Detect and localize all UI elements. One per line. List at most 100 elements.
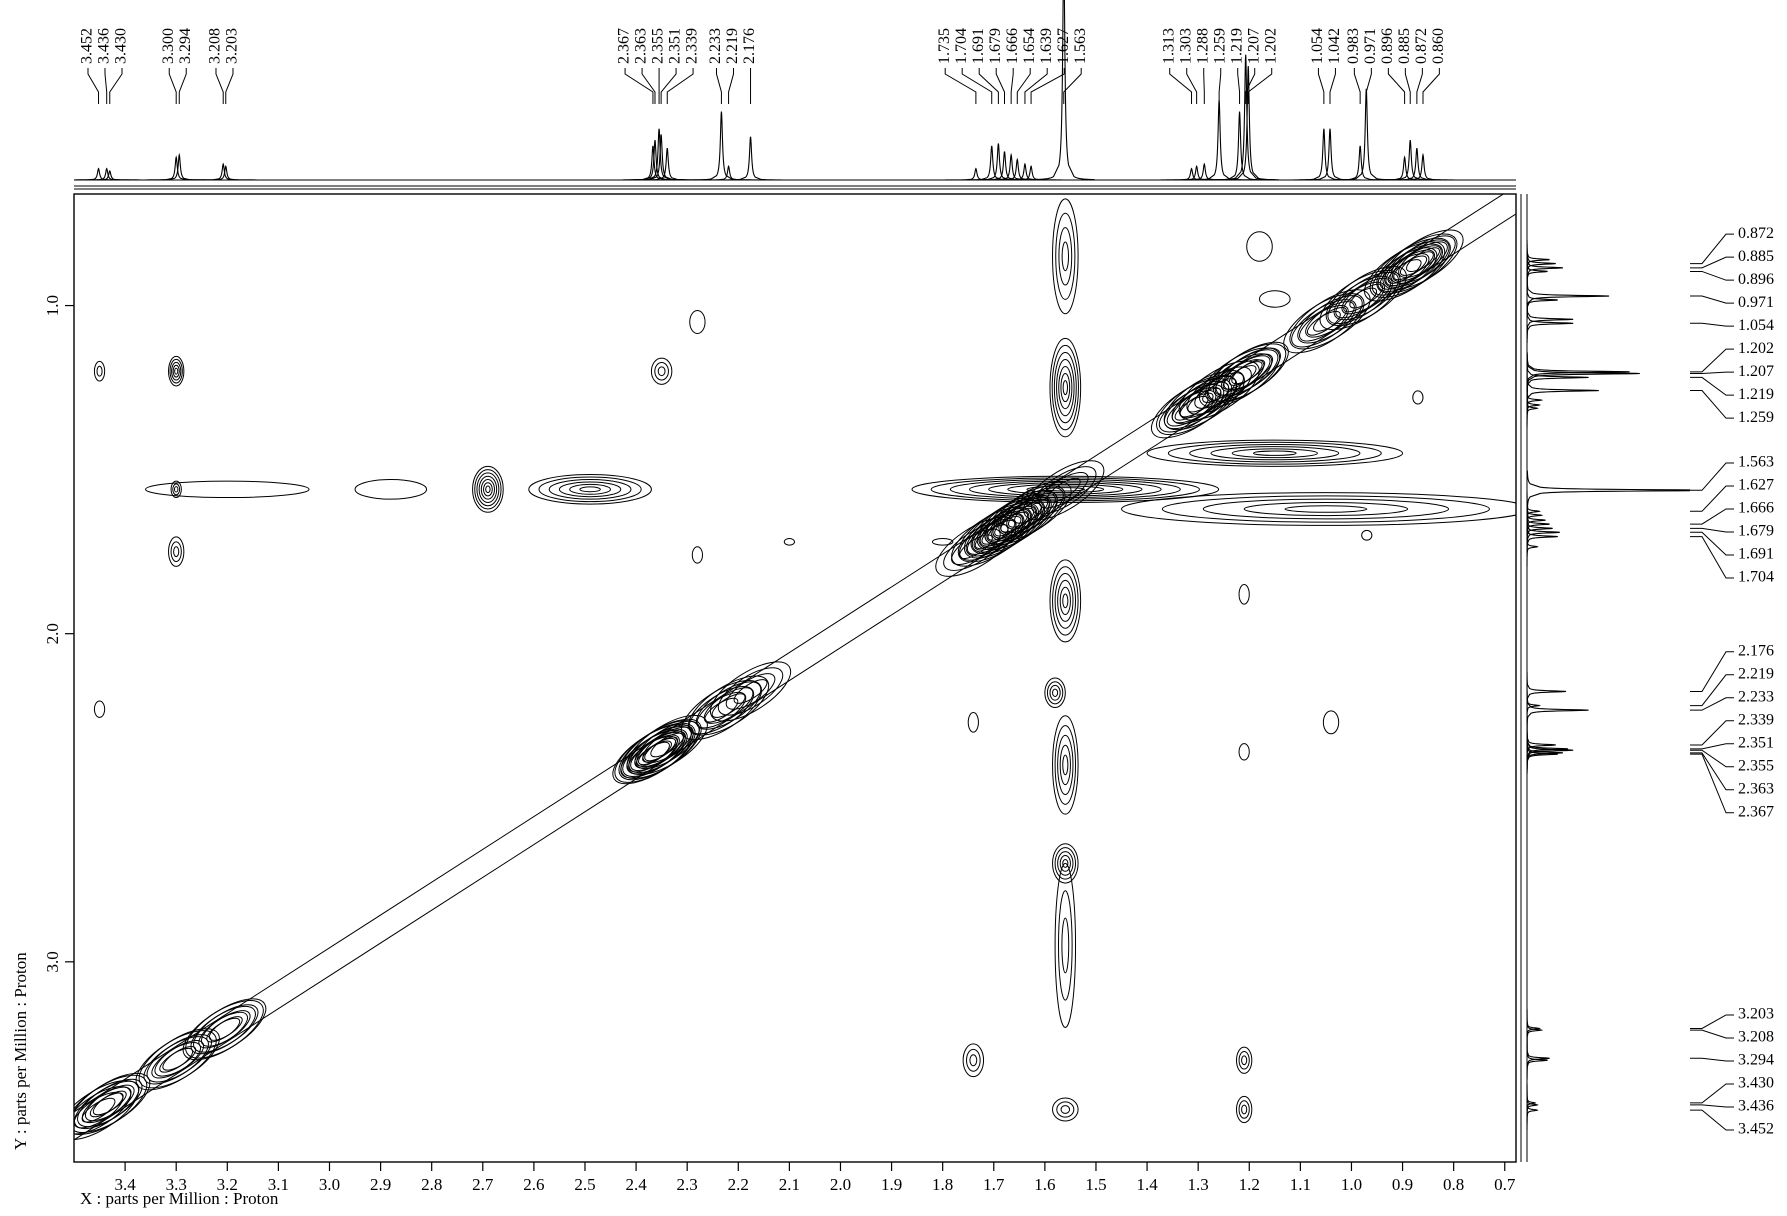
peak-label: 2.339 [684,28,701,64]
cross-peak [172,364,180,378]
cross-peak [538,476,642,503]
cross-peak [354,478,428,500]
spectrum-peak [1526,388,1539,428]
diagonal-peak [1297,295,1363,344]
peak-label: 1.219 [1738,386,1774,403]
cross-peak [170,480,182,499]
spectrum-peak [1526,690,1589,730]
peak-label: 1.207 [1245,28,1262,64]
cross-peak [168,355,185,387]
spectrum-peak [1526,1083,1537,1123]
cross-peak [911,475,1220,503]
x-tick-label: 1.2 [1239,1175,1260,1194]
spectrum-peak [1299,128,1361,181]
peak-leader [1422,68,1440,104]
peak-leader [944,68,977,104]
peak-leader [1690,256,1734,269]
spectrum-peak [1526,299,1574,340]
peak-label: 1.691 [970,28,987,64]
diagonal-peak [717,667,784,716]
cross-peak [1044,677,1066,709]
cross-peak [93,700,106,718]
peak-leader [1203,68,1205,104]
peak-leader [1690,390,1734,419]
peak-label: 2.233 [707,28,724,64]
diagonal-peak [688,675,770,736]
diagonal-peak [185,998,267,1059]
cross-peak [1057,851,1074,876]
peak-leader [1387,68,1406,104]
peak-leader [1690,508,1734,525]
x-tick-label: 2.8 [421,1175,442,1194]
x-tick-label: 1.7 [983,1175,1005,1194]
diagonal-peak [1231,359,1266,385]
spectrum-peak [719,136,782,181]
diagonal-peak [138,1028,220,1089]
cross-peak [96,365,103,377]
peak-label: 3.208 [1738,1029,1774,1046]
diagonal-peak [1343,287,1378,313]
cross-peak [1231,448,1318,459]
diagonal-outline [74,194,1505,1113]
peak-leader [1365,68,1372,104]
peak-label: 1.288 [1194,28,1211,64]
cross-peak [1121,492,1516,526]
diagonal-peak [159,1047,194,1073]
cross-peak [169,358,183,384]
peak-leader [109,68,123,104]
peak-label: 2.176 [1738,642,1774,659]
diagonal-peak [1008,502,1042,528]
cross-peak [174,367,179,375]
cross-peak [485,485,491,494]
peak-label: 1.704 [1738,569,1774,586]
diagonal-peak [1341,277,1392,315]
peak-leader [1237,68,1241,104]
cross-peak [1057,579,1074,622]
peak-label: 3.300 [160,28,177,64]
peak-leader [1169,68,1193,104]
spectrum-peak [1526,370,1599,411]
spectrum-peak [1526,303,1574,343]
spectrum-peak [1526,243,1556,284]
x-tick-label: 2.0 [830,1175,851,1194]
peak-label: 1.627 [1738,477,1774,494]
peak-label: 2.233 [1738,688,1774,705]
spectrum-peak [1526,491,1541,531]
x-tick-label: 2.6 [523,1175,544,1194]
diagonal-peak [1223,353,1274,391]
peak-leader [1690,322,1734,327]
diagonal-peak [987,516,1022,541]
contour-area [74,194,1516,1141]
cross-peak [1062,858,1069,868]
peak-leader [1247,68,1273,104]
spectrum-peak [1173,162,1235,181]
diagonal-peak [1202,378,1237,403]
peak-label: 1.666 [1738,500,1774,517]
spectrum-peak [1000,165,1062,181]
cross-peak [1062,380,1069,396]
peak-label: 1.654 [1021,28,1038,64]
cross-peak [1057,890,1073,1001]
cross-peak [783,538,795,546]
peak-leader [715,68,722,104]
diagonal-peak [143,1036,209,1085]
peak-leader [1416,68,1423,104]
diagonal-peak [200,1010,251,1047]
diagonal-peak [74,1091,124,1129]
cross-peak [93,360,106,382]
cross-peak [1243,501,1409,517]
cross-peak [1046,681,1064,705]
cross-peak [1258,290,1291,308]
spectrum-peak [74,167,130,181]
cross-peak [1238,743,1250,761]
peak-leader [1024,68,1048,104]
diagonal-peak [81,1097,116,1123]
peak-leader [1329,68,1336,104]
spectrum-peak [1526,248,1563,288]
peak-leader [1690,720,1734,746]
peak-label: 2.363 [633,28,650,64]
spectrum-peak [1526,685,1541,726]
peak-leader [168,68,177,104]
peak-leader [1690,743,1734,750]
y-tick-label: 1.0 [43,295,62,316]
